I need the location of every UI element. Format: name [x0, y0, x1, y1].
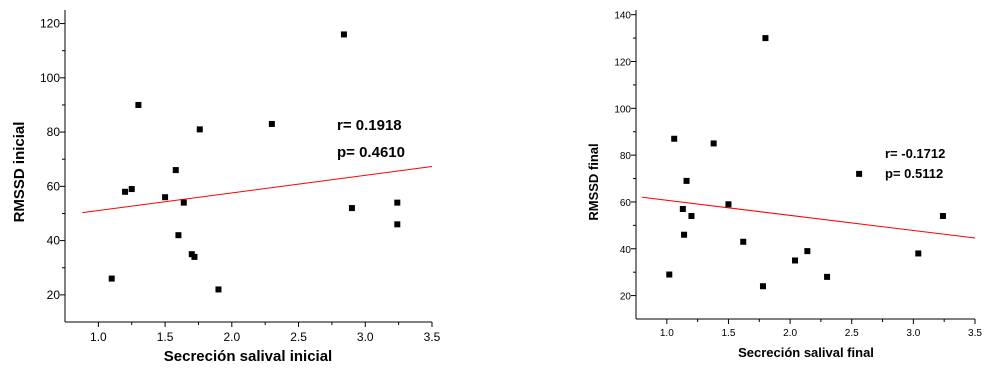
data-point	[268, 120, 275, 127]
x-tick-label: 2.5	[290, 330, 307, 344]
regression-line	[82, 166, 433, 214]
data-point	[688, 213, 695, 219]
data-point	[824, 273, 831, 280]
y-tick-label: 100	[40, 71, 60, 85]
y-tick-label: 100	[614, 104, 631, 115]
data-point	[671, 135, 678, 142]
x-tick-label: 3.5	[968, 328, 982, 339]
y-tick-label: 60	[47, 179, 61, 193]
regression-line	[642, 196, 976, 239]
y-tick-label: 60	[620, 198, 632, 209]
x-axis-label: Secreción salival final	[738, 345, 874, 360]
data-point	[196, 126, 203, 133]
data-point	[340, 31, 347, 38]
data-point	[759, 283, 766, 290]
y-tick-label: 40	[620, 245, 632, 256]
data-point	[762, 35, 769, 42]
chart-rmssd-final: RMSSD final Secreción salival final r= -…	[586, 10, 982, 360]
data-point	[394, 221, 401, 228]
data-point	[681, 231, 688, 238]
data-point	[683, 177, 690, 184]
data-point	[348, 205, 355, 212]
data-point	[856, 170, 863, 177]
data-point	[175, 232, 182, 239]
data-point	[135, 101, 142, 108]
data-point	[172, 167, 179, 174]
y-tick-label: 20	[620, 292, 632, 303]
y-tick-label: 120	[40, 17, 60, 31]
y-tick-label: 40	[47, 234, 61, 248]
p-annotation: p= 0.4610	[337, 144, 405, 161]
data-point	[191, 253, 198, 260]
data-point	[128, 186, 135, 193]
r-annotation: r= -0.1712	[885, 146, 945, 161]
y-axis-label: RMSSD final	[586, 143, 601, 220]
y-tick-label: 20	[47, 288, 61, 302]
x-tick-label: 1.5	[722, 328, 736, 339]
y-tick-label: 120	[614, 58, 631, 69]
data-point	[180, 199, 187, 206]
chart-rmssd-inicial: RMSSD inicial Secreción salival inicial …	[11, 10, 441, 365]
y-axis-label: RMSSD inicial	[11, 122, 28, 223]
data-point	[162, 194, 169, 201]
y-tick-label: 80	[620, 151, 632, 162]
data-point	[740, 238, 747, 245]
data-point	[108, 275, 115, 282]
data-point	[215, 286, 222, 293]
p-annotation: p= 0.5112	[885, 166, 943, 181]
x-tick-label: 1.0	[660, 328, 674, 339]
data-point	[939, 213, 946, 219]
data-point	[915, 250, 922, 257]
data-point	[122, 188, 129, 195]
data-point	[792, 257, 799, 264]
data-point	[679, 205, 686, 212]
y-tick-label: 140	[614, 11, 631, 22]
x-tick-label: 3.0	[906, 328, 920, 339]
x-tick-label: 1.0	[90, 330, 107, 344]
data-point	[804, 248, 811, 255]
data-point	[394, 199, 401, 206]
x-axis-label: Secreción salival inicial	[164, 348, 332, 365]
y-tick-label: 80	[47, 125, 61, 139]
x-tick-label: 2.0	[783, 328, 797, 339]
x-tick-label: 1.5	[157, 330, 174, 344]
r-annotation: r= 0.1918	[337, 117, 402, 134]
x-tick-label: 2.5	[845, 328, 859, 339]
x-tick-label: 2.0	[223, 330, 240, 344]
data-point	[710, 140, 717, 147]
x-tick-label: 3.0	[357, 330, 374, 344]
x-tick-label: 3.5	[424, 330, 441, 344]
data-point	[666, 271, 673, 278]
data-point	[725, 201, 732, 208]
